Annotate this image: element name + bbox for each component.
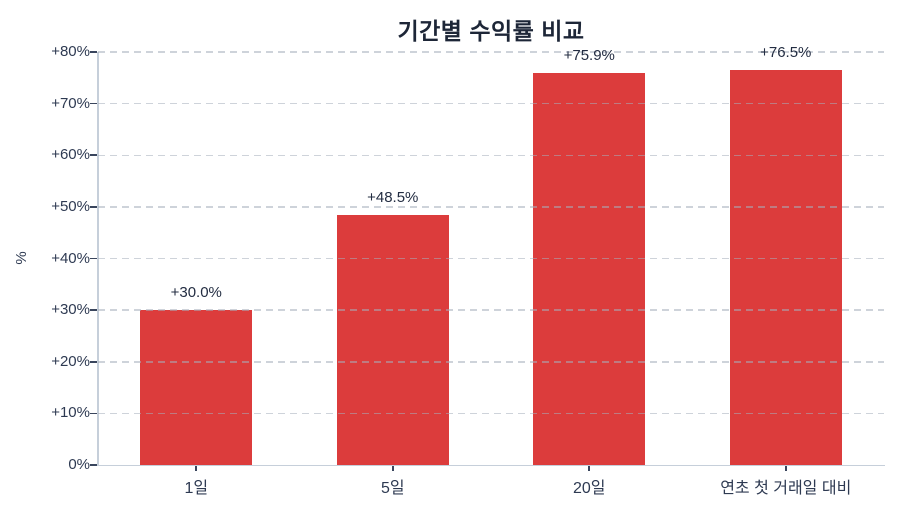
gridline xyxy=(98,206,884,208)
x-tick-label: 연초 첫 거래일 대비 xyxy=(720,480,852,497)
gridline xyxy=(98,309,884,311)
y-tick-mark xyxy=(90,102,97,105)
y-tick-mark xyxy=(90,360,97,363)
y-tick-label: +60% xyxy=(51,146,90,164)
y-tick-label: +70% xyxy=(51,94,90,112)
y-tick-label: +20% xyxy=(51,352,90,370)
x-tick-mark xyxy=(784,466,787,471)
x-tick-mark xyxy=(588,466,591,471)
y-axis-spine xyxy=(97,52,99,466)
bar-value-label: +76.5% xyxy=(760,44,812,62)
y-tick-mark xyxy=(90,51,97,53)
y-tick-mark xyxy=(90,309,97,311)
y-tick-label: +30% xyxy=(51,301,90,319)
gridline xyxy=(98,102,884,105)
y-tick-label: +40% xyxy=(51,249,90,267)
x-tick-label: 1일 xyxy=(184,480,209,497)
chart-title: 기간별 수익률 비교 xyxy=(397,18,585,44)
y-tick-mark xyxy=(90,412,97,415)
bar-1일 xyxy=(140,310,253,465)
gridline xyxy=(98,412,884,415)
bar-value-label: +30.0% xyxy=(170,284,222,302)
gridline xyxy=(98,361,884,363)
x-tick-mark xyxy=(195,466,198,471)
bar-20일 xyxy=(533,73,646,465)
y-tick-label: +80% xyxy=(51,43,90,60)
x-tick-label: 5일 xyxy=(380,480,405,497)
y-tick-label: +10% xyxy=(51,404,90,422)
y-tick-mark xyxy=(90,464,97,466)
bar-5일 xyxy=(336,214,449,465)
y-tick-label: +50% xyxy=(51,197,90,215)
bar-value-label: +48.5% xyxy=(367,188,419,206)
gridline xyxy=(98,154,884,156)
y-tick-mark xyxy=(90,206,97,208)
gridline xyxy=(98,51,884,53)
y-tick-mark xyxy=(90,154,97,157)
x-tick-mark xyxy=(391,466,394,471)
x-tick-label: 20일 xyxy=(572,480,606,497)
bar-value-label: +75.9% xyxy=(563,47,615,65)
y-tick-mark xyxy=(90,257,97,260)
bar-연초 첫 거래일 대비 xyxy=(729,70,842,465)
y-tick-label: 0% xyxy=(68,456,90,473)
gridline xyxy=(98,257,884,260)
x-axis-spine xyxy=(97,464,885,466)
